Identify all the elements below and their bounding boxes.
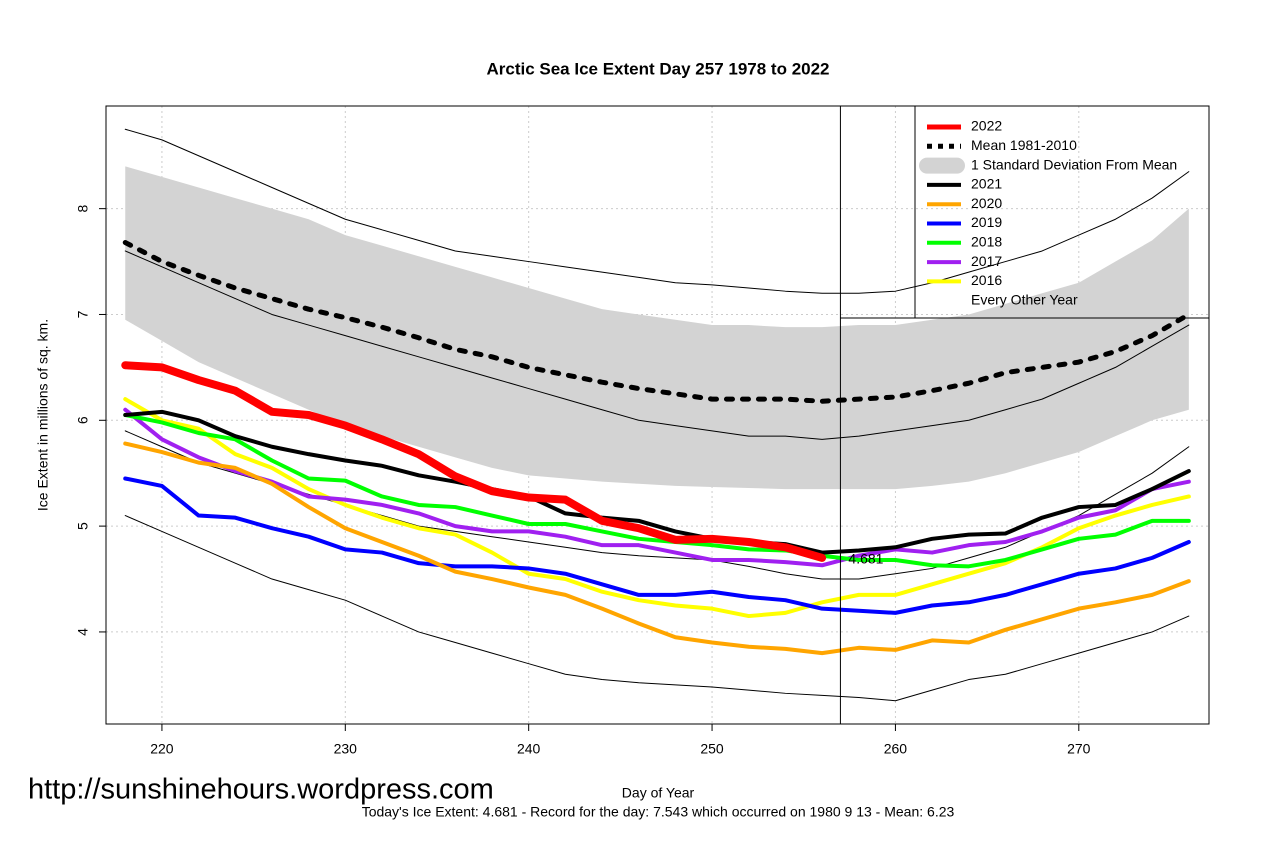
legend-label: 2019 (971, 214, 1002, 230)
series-line (123, 397, 1191, 619)
series-line (123, 441, 1191, 656)
footer: Today's Ice Extent: 4.681 - Record for t… (362, 804, 955, 820)
other-year-line (124, 128, 1190, 294)
legend-label: 2022 (971, 118, 1002, 134)
series-line (123, 476, 1191, 615)
watermark: http://sunshinehours.wordpress.com (28, 774, 494, 806)
y-tick-label: 8 (75, 205, 91, 213)
y-tick-label: 5 (75, 522, 91, 530)
y-tick-label: 7 (75, 310, 91, 318)
x-axis-label: Day of Year (622, 785, 695, 801)
current-value-label: 4.681 (848, 551, 883, 567)
legend-label: Mean 1981-2010 (971, 137, 1077, 153)
x-tick-label: 250 (700, 741, 724, 757)
chart-title: Arctic Sea Ice Extent Day 257 1978 to 20… (486, 59, 829, 78)
legend-label: 1 Standard Deviation From Mean (971, 156, 1177, 172)
series-line (123, 407, 1191, 568)
series-line (121, 361, 827, 562)
y-axis-label: Ice Extent in millions of sq. km. (35, 319, 51, 511)
series-line (123, 409, 1191, 555)
series-line (123, 413, 1191, 569)
x-tick-label: 260 (884, 741, 908, 757)
other-year-line (124, 515, 1190, 702)
y-tick-label: 6 (75, 416, 91, 424)
legend-label: 2020 (971, 195, 1002, 211)
other-year-line (124, 250, 1190, 440)
legend-label: 2017 (971, 253, 1002, 269)
x-tick-label: 230 (334, 741, 358, 757)
legend-label: Every Other Year (971, 291, 1078, 307)
series-line (122, 240, 1192, 404)
legend-label: 2016 (971, 272, 1002, 288)
y-tick-label: 4 (75, 628, 91, 636)
legend-label: 2018 (971, 234, 1002, 250)
legend-label: 2021 (971, 176, 1002, 192)
x-tick-label: 220 (150, 741, 174, 757)
plot-frame (105, 105, 1210, 725)
std-band (125, 166, 1189, 490)
x-tick-label: 240 (517, 741, 541, 757)
x-tick-label: 270 (1067, 741, 1091, 757)
